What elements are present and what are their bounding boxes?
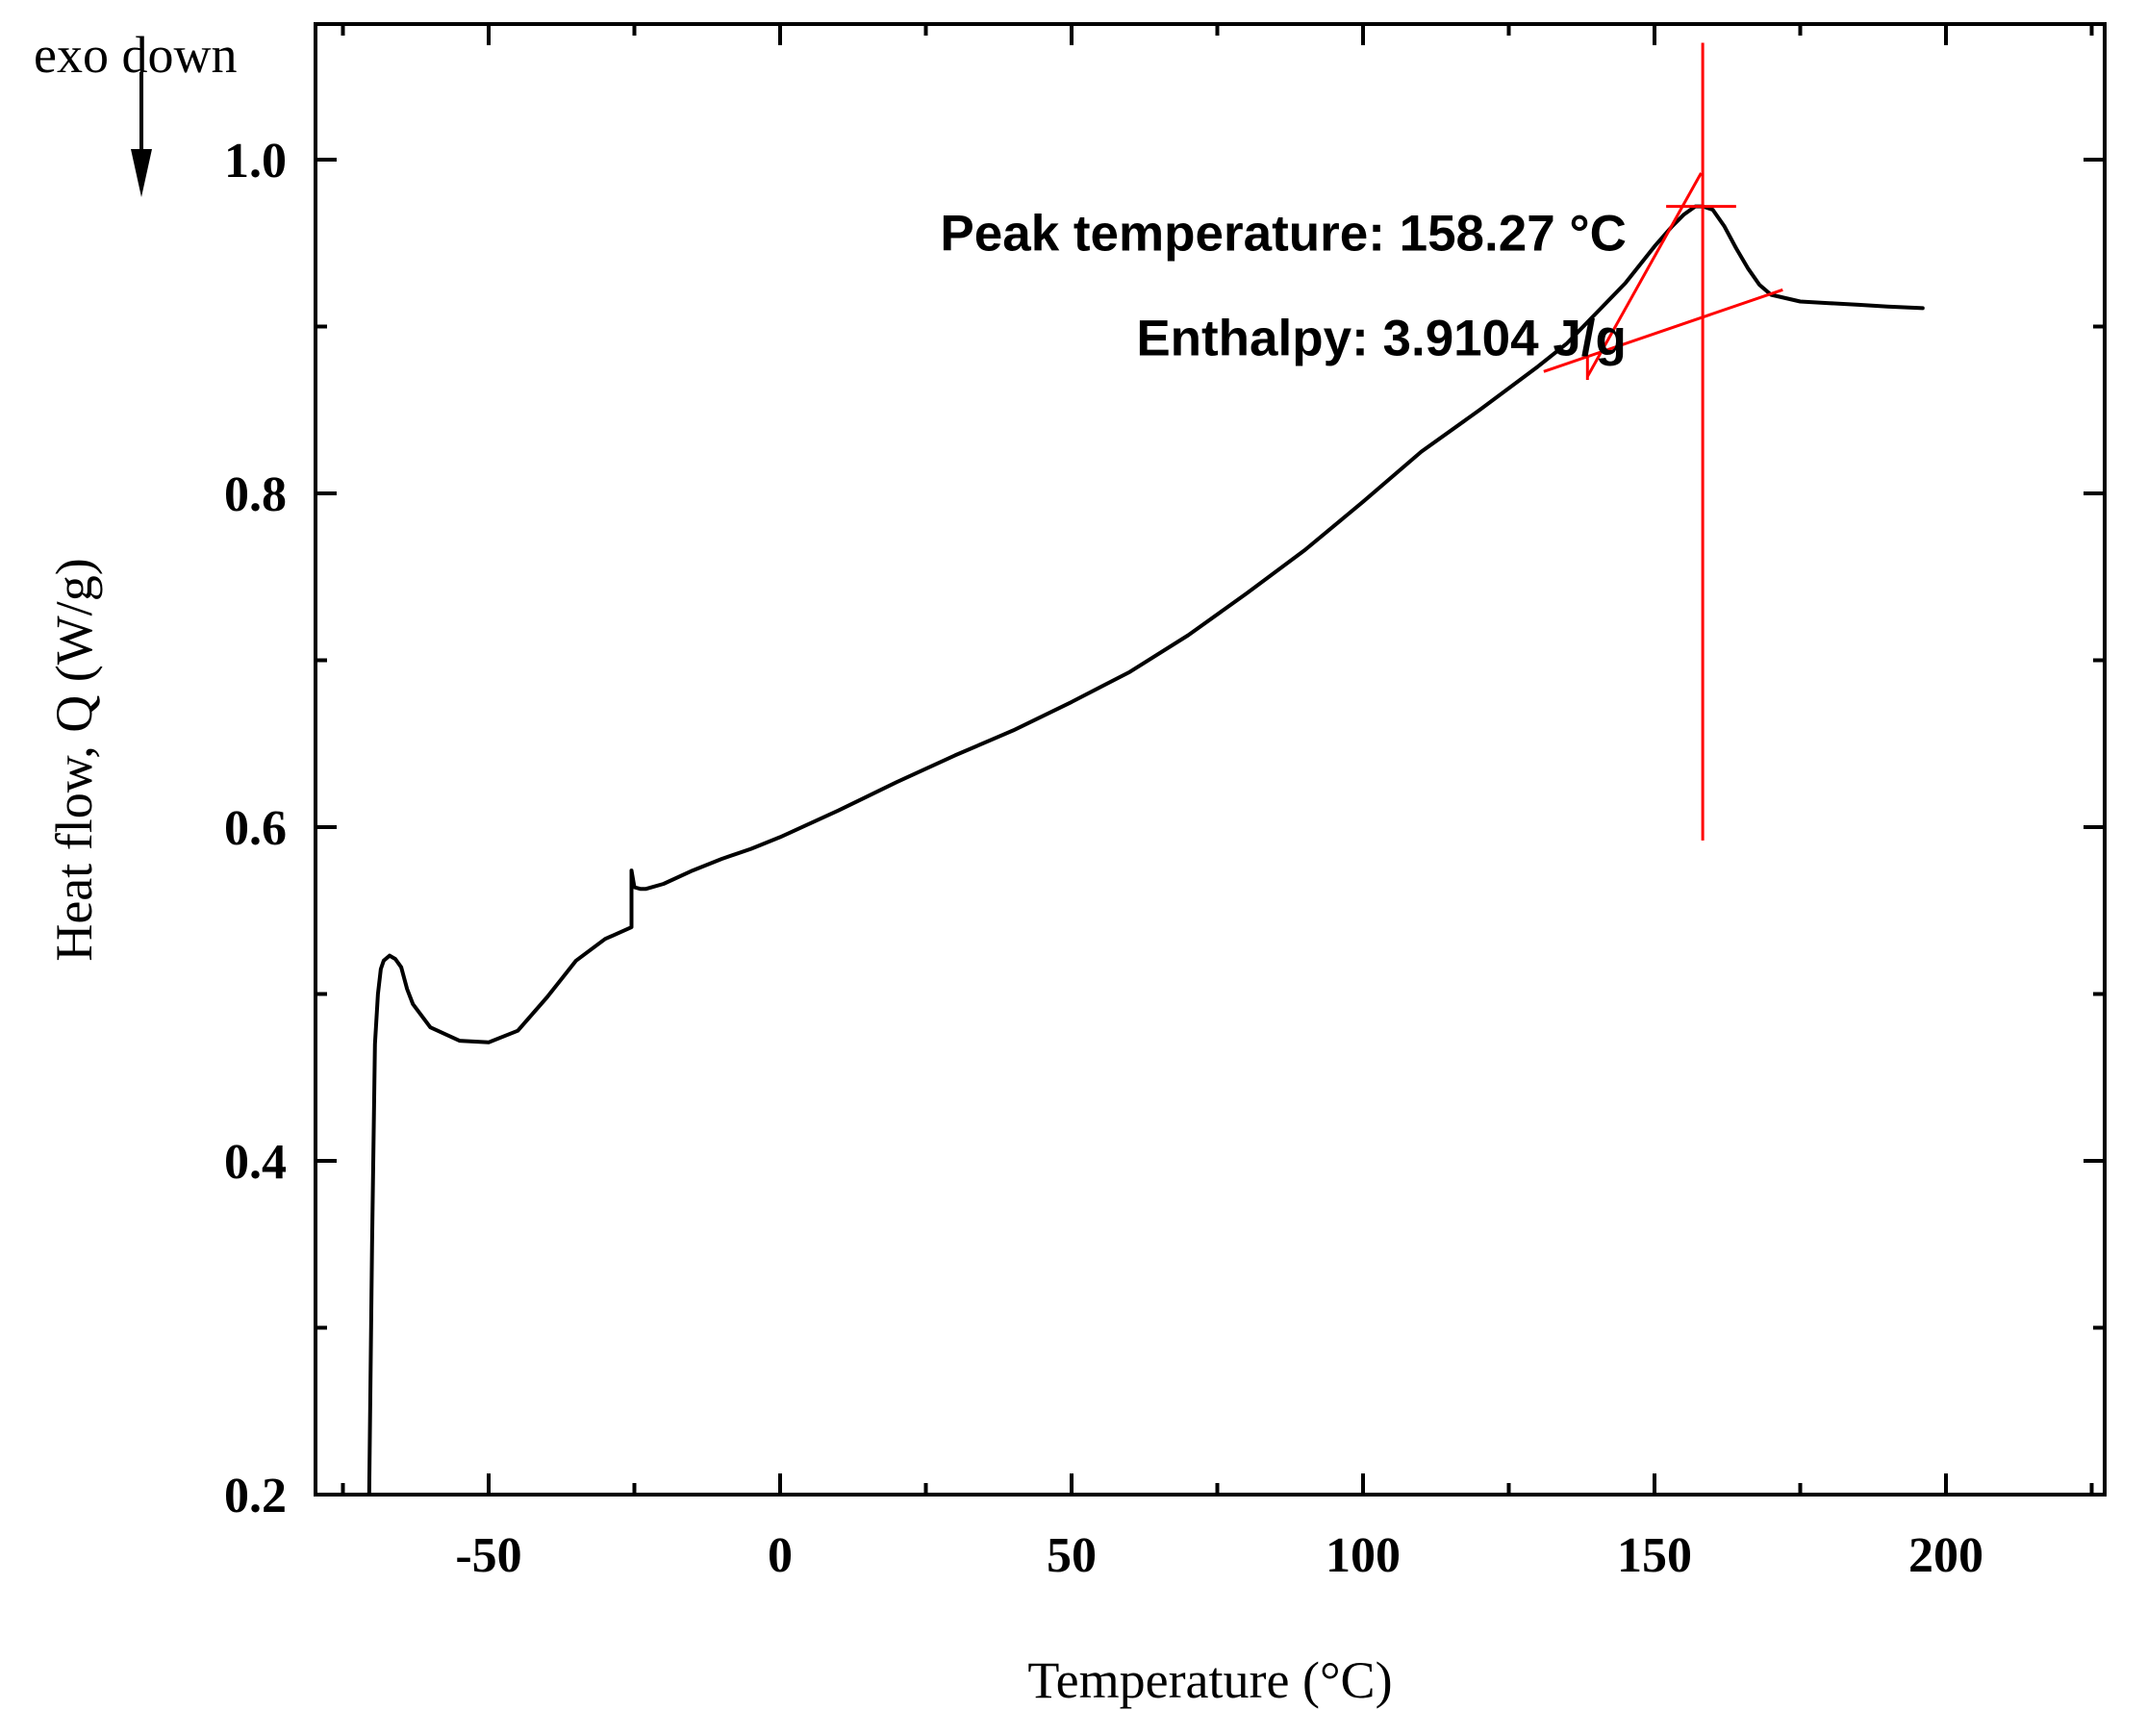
x-tick-label: 200 xyxy=(1908,1528,1983,1583)
y-axis-title: Heat flow, Q (W/g) xyxy=(45,558,103,961)
x-tick-label: 100 xyxy=(1326,1528,1401,1583)
axis-ticks xyxy=(316,24,2105,1497)
x-tick-label: 150 xyxy=(1617,1528,1692,1583)
peak-temperature-annotation: Peak temperature: 158.27 °C xyxy=(940,205,1627,262)
x-tick-label: 50 xyxy=(1047,1528,1097,1583)
plot-frame xyxy=(314,22,2107,1497)
x-axis-title: Temperature (°C) xyxy=(1027,1651,1392,1709)
axis-tick-labels: -50 0 50 100 150 200 0.2 0.4 0.6 0.8 1.0 xyxy=(224,134,1983,1583)
integration-baseline xyxy=(1543,288,1783,373)
x-tick-label: 0 xyxy=(768,1528,793,1583)
x-tick-label: -50 xyxy=(455,1528,521,1583)
y-tick-label: 0.6 xyxy=(224,801,287,856)
y-tick-label: 1.0 xyxy=(224,134,287,189)
y-tick-label: 0.8 xyxy=(224,467,287,522)
exo-down-label: exo down xyxy=(34,26,237,84)
heat-flow-curve xyxy=(366,204,1925,1497)
y-tick-label: 0.2 xyxy=(224,1469,287,1523)
y-tick-label: 0.4 xyxy=(224,1135,287,1190)
exo-down-arrow-icon xyxy=(131,149,152,197)
enthalpy-annotation: Enthalpy: 3.9104 J/g xyxy=(1136,311,1627,367)
